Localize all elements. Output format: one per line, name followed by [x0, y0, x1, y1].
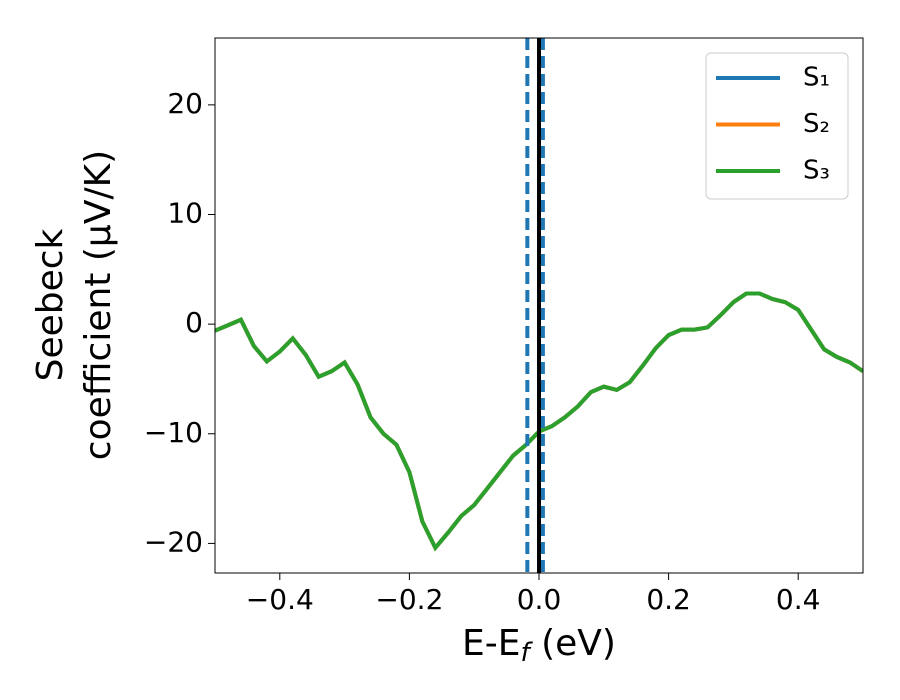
- x-tick-label: −0.2: [375, 583, 443, 616]
- y-tick-label: −10: [144, 416, 203, 449]
- y-tick-label: 20: [167, 87, 203, 120]
- y-axis-label: coefficient (μV/K): [78, 150, 119, 460]
- x-label-part: E-E: [462, 623, 520, 664]
- x-tick-label: 0.4: [776, 583, 821, 616]
- x-label-part: (eV): [530, 623, 616, 664]
- legend-label: S₂: [803, 109, 830, 139]
- y-tick-label: −20: [144, 525, 203, 558]
- plot-frame: [214, 37, 864, 574]
- x-tick-label: 0.0: [517, 583, 562, 616]
- y-axis-label: Seebeck: [30, 228, 71, 381]
- legend-label: S₁: [803, 63, 830, 93]
- x-tick-label: 0.2: [646, 583, 691, 616]
- x-tick-label: −0.4: [246, 583, 314, 616]
- y-tick-label: 10: [167, 197, 203, 230]
- y-tick-label: 0: [185, 306, 203, 339]
- legend-label: S₃: [803, 156, 830, 186]
- x-axis-label: E-Ef (eV): [462, 623, 616, 668]
